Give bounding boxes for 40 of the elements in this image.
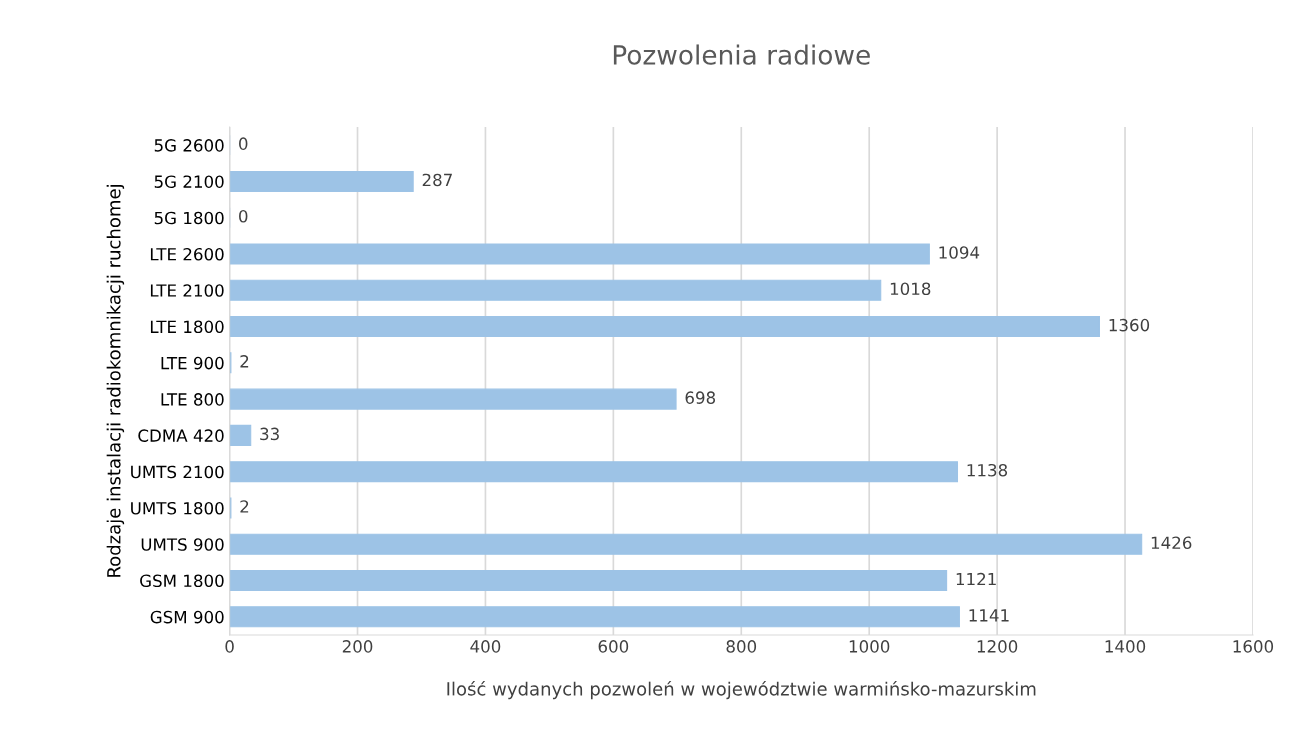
y-tick-label: 5G 1800	[154, 211, 224, 225]
x-tick-label: 1600	[1233, 640, 1274, 653]
data-label: 2	[240, 355, 249, 368]
data-label: 287	[422, 173, 452, 187]
y-tick-label: 5G 2600	[154, 139, 224, 152]
data-label: 0	[239, 209, 248, 223]
y-tick-label: LTE 800	[161, 393, 224, 406]
y-tick-label: UMTS 900	[141, 538, 224, 551]
data-label: 1121	[956, 572, 996, 586]
x-tick-label: 600	[598, 640, 629, 653]
y-tick-label: LTE 2600	[150, 247, 224, 261]
chart-title: Pozwolenia radiowe	[613, 44, 870, 65]
data-label: 1426	[1151, 536, 1192, 550]
data-label: 2	[240, 500, 249, 513]
x-tick-label: 200	[342, 640, 373, 653]
data-label: 1141	[969, 609, 1009, 622]
x-axis-title: Ilość wydanych pozwoleń w województwie warmińsko-mazurskim	[447, 680, 1036, 700]
x-tick-label: 400	[470, 640, 501, 653]
data-label: 1360	[1109, 318, 1150, 332]
y-tick-label: 5G 2100	[154, 175, 224, 188]
data-label: 698	[685, 391, 716, 404]
data-label: 1018	[890, 282, 931, 296]
x-tick-label: 1200	[977, 640, 1018, 653]
x-tick-label: 1000	[849, 640, 890, 653]
x-tick-label: 0	[225, 640, 234, 653]
y-tick-label: LTE 2100	[150, 284, 224, 297]
y-tick-label: UMTS 1800	[131, 501, 224, 515]
y-tick-label: LTE 900	[161, 356, 224, 370]
x-tick-label: 800	[726, 640, 757, 653]
y-tick-label: UMTS 2100	[131, 465, 224, 479]
y-tick-label: CDMA 420	[138, 429, 224, 442]
x-tick-label: 1400	[1105, 640, 1146, 653]
data-label: 33	[260, 427, 279, 441]
y-tick-label: GSM 900	[150, 610, 224, 624]
y-tick-label: LTE 1800	[150, 320, 224, 334]
y-tick-label: GSM 1800	[140, 574, 224, 588]
data-label: 1138	[967, 463, 1008, 477]
y-axis-title: Rodzaje instalacji radiokomnikacji ruchomej	[106, 185, 125, 577]
data-label: 1094	[939, 246, 980, 259]
data-label: 0	[239, 137, 248, 150]
